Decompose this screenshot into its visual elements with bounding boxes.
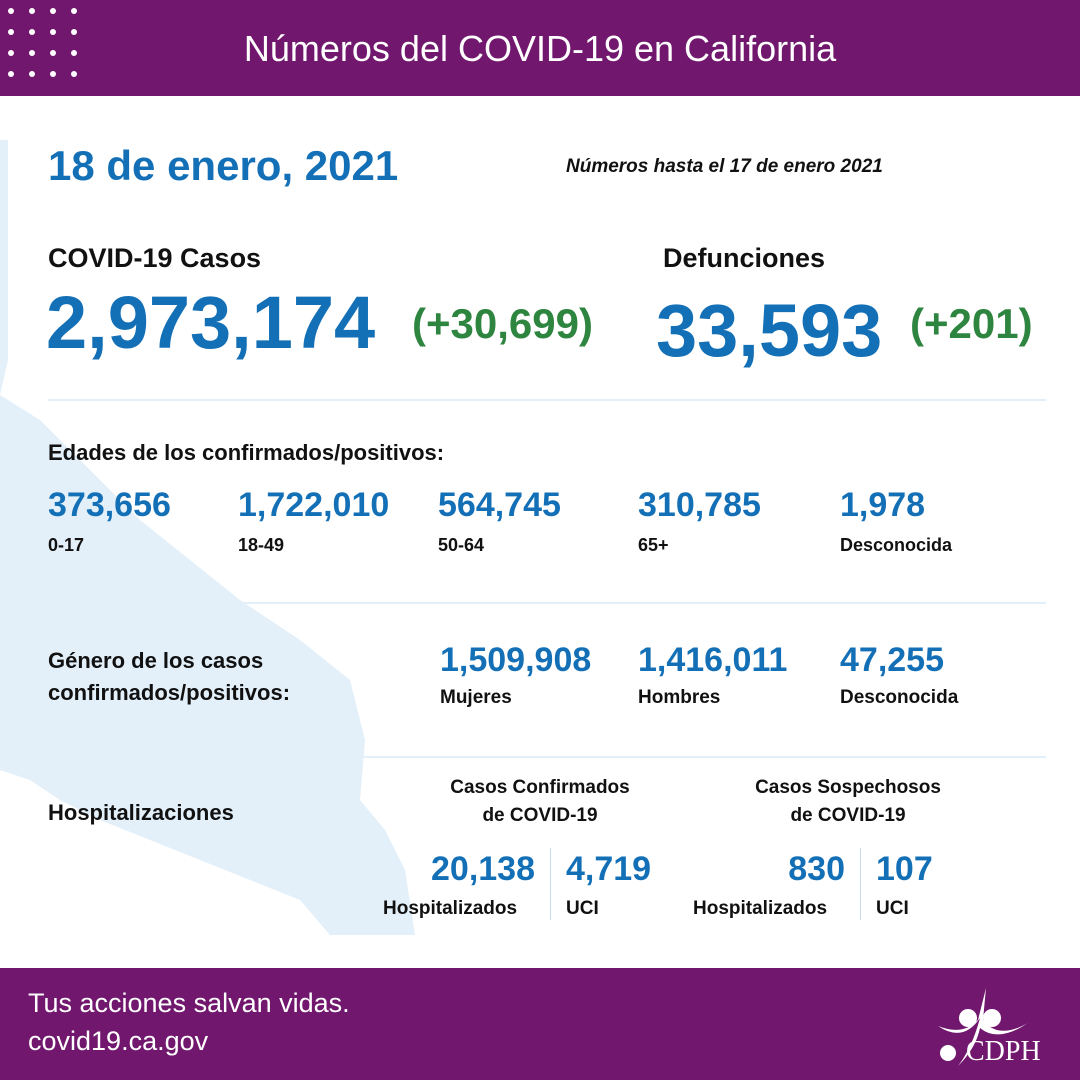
footer-bar: Tus acciones salvan vidas. covid19.ca.go… bbox=[0, 968, 1080, 1080]
ages-title: Edades de los confirmados/positivos: bbox=[48, 440, 445, 465]
age-label: 50-64 bbox=[438, 535, 485, 555]
data-as-of: Números hasta el 17 de enero 2021 bbox=[566, 156, 883, 177]
report-date: 18 de enero, 2021 bbox=[48, 142, 399, 189]
age-label: 18-49 bbox=[238, 535, 285, 555]
gender-label: Desconocida bbox=[840, 687, 959, 708]
confirmed-title: Casos Confirmados bbox=[450, 777, 630, 798]
confirmed-hospitalized-value: 20,138 bbox=[431, 850, 535, 888]
age-label: 0-17 bbox=[48, 535, 85, 555]
cases-label: COVID-19 Casos bbox=[48, 243, 262, 273]
confirmed-title: de COVID-19 bbox=[482, 805, 598, 826]
cdph-logo-icon bbox=[938, 988, 1028, 1066]
age-value: 310,785 bbox=[638, 486, 761, 524]
divider bbox=[48, 756, 1046, 758]
deaths-change: (+201) bbox=[910, 300, 1033, 347]
divider bbox=[860, 848, 861, 920]
gender-value: 1,509,908 bbox=[440, 641, 592, 679]
confirmed-icu-label: UCI bbox=[566, 898, 599, 919]
suspected-hospitalized-label: Hospitalizados bbox=[693, 898, 828, 919]
cases-value: 2,973,174 bbox=[46, 281, 376, 364]
divider bbox=[48, 602, 1046, 604]
age-value: 564,745 bbox=[438, 486, 561, 524]
divider bbox=[48, 399, 1046, 401]
hosp-title: Hospitalizaciones bbox=[48, 800, 234, 825]
confirmed-icu-value: 4,719 bbox=[566, 850, 652, 888]
divider bbox=[550, 848, 551, 920]
age-label: 65+ bbox=[638, 535, 669, 555]
age-label: Desconocida bbox=[840, 535, 953, 555]
confirmed-hospitalized-label: Hospitalizados bbox=[383, 898, 518, 919]
suspected-icu-label: UCI bbox=[876, 898, 909, 919]
dots-decoration bbox=[8, 8, 88, 88]
tagline: Tus acciones salvan vidas. bbox=[28, 988, 350, 1018]
suspected-title: Casos Sospechosos bbox=[755, 777, 941, 798]
suspected-icu-value: 107 bbox=[876, 850, 933, 888]
deaths-label: Defunciones bbox=[663, 243, 826, 273]
suspected-title: de COVID-19 bbox=[790, 805, 906, 826]
gender-title: confirmados/positivos: bbox=[48, 680, 291, 705]
header-bar: Números del COVID-19 en California bbox=[0, 0, 1080, 96]
age-value: 1,722,010 bbox=[238, 486, 390, 524]
age-value: 373,656 bbox=[48, 486, 171, 524]
suspected-hospitalized-value: 830 bbox=[788, 850, 845, 888]
page-title: Números del COVID-19 en California bbox=[243, 28, 837, 69]
age-value: 1,978 bbox=[840, 486, 926, 524]
gender-title: Género de los casos bbox=[48, 648, 264, 673]
cdph-logo: CDPH bbox=[928, 978, 1053, 1073]
cases-change: (+30,699) bbox=[412, 300, 593, 347]
gender-label: Hombres bbox=[638, 687, 721, 708]
website-link[interactable]: covid19.ca.gov bbox=[28, 1026, 209, 1056]
cdph-logo-text: CDPH bbox=[966, 1036, 1041, 1067]
deaths-value: 33,593 bbox=[656, 289, 883, 372]
gender-value: 47,255 bbox=[840, 641, 944, 679]
gender-label: Mujeres bbox=[440, 687, 512, 708]
gender-value: 1,416,011 bbox=[638, 641, 788, 679]
